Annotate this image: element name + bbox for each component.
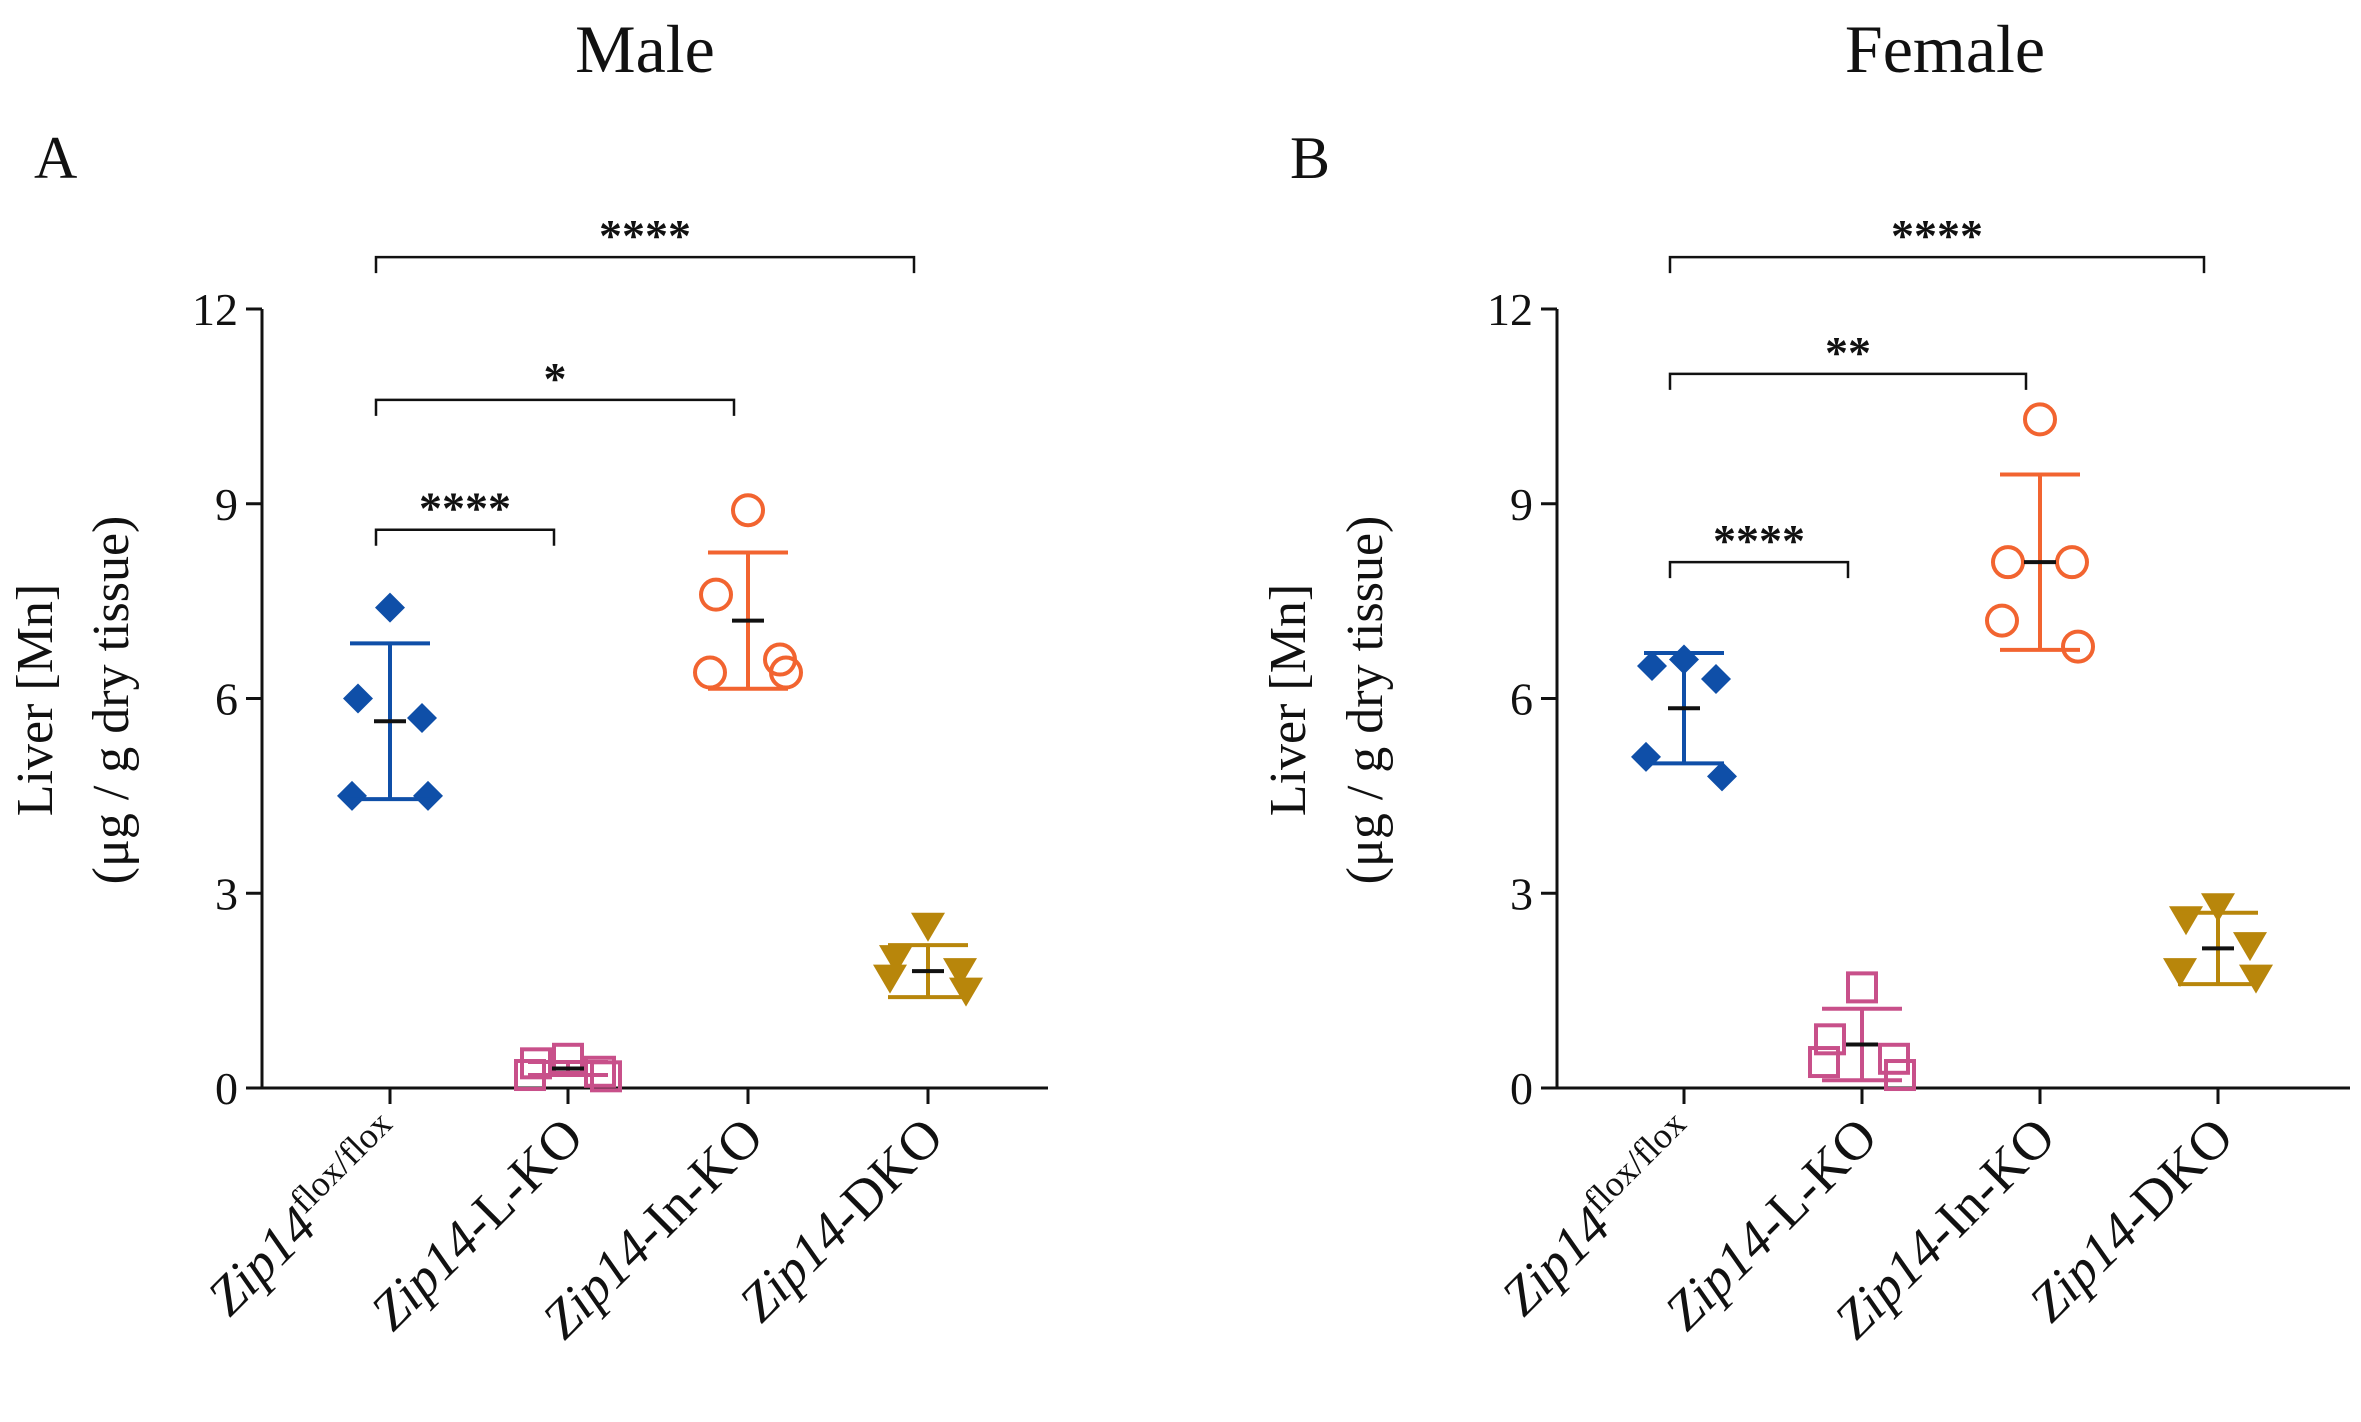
- y-tick-label: 9: [215, 479, 238, 530]
- panel-b: Female B Liver [Mn] (μg / g dry tissue) 0 3 6 9…: [1260, 11, 2350, 1350]
- data-point-triangle: [943, 958, 977, 988]
- data-point-circle: [1985, 603, 2019, 638]
- significance-label: ****: [419, 483, 511, 534]
- y-tick-label: 0: [1510, 1063, 1533, 1114]
- panel-title: Female: [1845, 11, 2045, 87]
- significance-label: *: [544, 353, 567, 404]
- x-tick-label-suffix: -DKO: [2107, 1106, 2245, 1244]
- data-point-circle: [699, 577, 733, 612]
- data-point-diamond: [375, 592, 405, 623]
- y-tick-label: 0: [215, 1063, 238, 1114]
- y-tick-label: 12: [192, 284, 238, 335]
- data-point-diamond: [337, 780, 367, 811]
- y-tick-label: 3: [1510, 868, 1533, 919]
- data-point-diamond: [1637, 651, 1667, 682]
- data-point-circle: [731, 493, 765, 528]
- y-tick-label: 12: [1487, 284, 1533, 335]
- significance-bracket: [1668, 372, 2028, 390]
- data-point-triangle: [2163, 958, 2197, 988]
- panel-title: Male: [575, 11, 715, 87]
- y-axis-label: Liver [Mn]: [1260, 584, 1317, 816]
- significance-bracket: [374, 398, 736, 416]
- data-point-circle: [693, 655, 727, 690]
- data-point-circle: [2061, 629, 2095, 664]
- x-tick-label-suffix: -L-KO: [448, 1106, 594, 1252]
- data-point-diamond: [1707, 761, 1737, 792]
- x-tick-label-suffix: -DKO: [817, 1106, 955, 1244]
- panel-letter: B: [1290, 125, 1330, 191]
- significance-label: ****: [1713, 515, 1805, 566]
- data-point-triangle: [911, 912, 945, 942]
- significance-label: ****: [599, 210, 691, 261]
- x-tick-label-suffix: -L-KO: [1742, 1106, 1888, 1252]
- data-point-square: [584, 1055, 616, 1088]
- panel-a: Male A Liver [Mn] (μg / g dry tissue) 0 3 6 9 12…: [7, 11, 1048, 1350]
- data-point-circle: [2055, 545, 2089, 580]
- y-tick-label: 6: [215, 674, 238, 725]
- data-point-diamond: [407, 702, 437, 733]
- y-tick-label: 3: [215, 868, 238, 919]
- significance-label: **: [1825, 327, 1871, 378]
- x-tick-label-suffix: -In-KO: [620, 1106, 775, 1261]
- significance-label: ****: [1891, 210, 1983, 261]
- data-point-triangle: [2233, 932, 2267, 962]
- data-point-triangle: [879, 945, 913, 975]
- data-point-triangle: [2169, 906, 2203, 936]
- significance-bracket: [1668, 255, 2206, 274]
- significance-bracket: [1668, 560, 1850, 579]
- data-point-diamond: [1631, 741, 1661, 772]
- data-point-diamond: [413, 780, 443, 811]
- data-point-circle: [2023, 402, 2057, 437]
- data-point-triangle: [2239, 964, 2273, 994]
- panel-letter: A: [34, 125, 77, 191]
- data-point-square: [1884, 1059, 1916, 1092]
- data-point-square: [1846, 971, 1878, 1004]
- y-tick-label: 6: [1510, 674, 1533, 725]
- data-point-triangle: [2201, 893, 2235, 923]
- data-point-diamond: [343, 683, 373, 714]
- data-point-circle: [1991, 545, 2025, 580]
- significance-bracket: [374, 528, 556, 546]
- y-axis-label-units: (μg / g dry tissue): [1337, 516, 1394, 885]
- y-axis-label-units: (μg / g dry tissue): [83, 516, 140, 885]
- x-tick-label-superscript: flox/flox: [282, 1103, 399, 1220]
- data-point-triangle: [949, 977, 983, 1007]
- data-point-square: [1878, 1042, 1910, 1075]
- data-point-square: [1814, 1023, 1846, 1056]
- x-tick-label-superscript: flox/flox: [1576, 1103, 1693, 1220]
- y-tick-label: 9: [1510, 479, 1533, 530]
- data-point-square: [1808, 1046, 1840, 1079]
- significance-bracket: [374, 255, 916, 274]
- data-point-diamond: [1701, 664, 1731, 695]
- y-axis-label: Liver [Mn]: [7, 584, 64, 816]
- data-point-triangle: [873, 964, 907, 994]
- x-tick-label-suffix: -In-KO: [1912, 1106, 2067, 1261]
